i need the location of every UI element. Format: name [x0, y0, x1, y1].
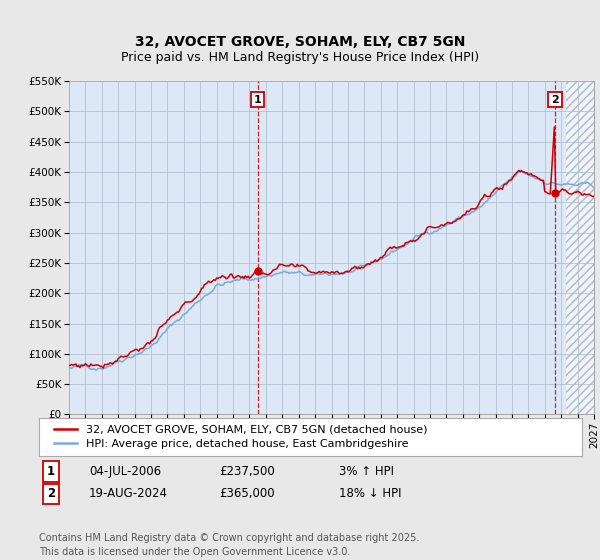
Text: 3% ↑ HPI: 3% ↑ HPI: [339, 465, 394, 478]
Text: 32, AVOCET GROVE, SOHAM, ELY, CB7 5GN: 32, AVOCET GROVE, SOHAM, ELY, CB7 5GN: [135, 35, 465, 49]
Text: £365,000: £365,000: [219, 487, 275, 501]
Text: Price paid vs. HM Land Registry's House Price Index (HPI): Price paid vs. HM Land Registry's House …: [121, 51, 479, 64]
Text: 2: 2: [551, 95, 559, 105]
Text: 19-AUG-2024: 19-AUG-2024: [89, 487, 168, 501]
Text: 1: 1: [254, 95, 262, 105]
Text: £237,500: £237,500: [219, 465, 275, 478]
Text: 2: 2: [47, 487, 55, 501]
Text: 1: 1: [47, 465, 55, 478]
Text: 18% ↓ HPI: 18% ↓ HPI: [339, 487, 401, 501]
Legend: 32, AVOCET GROVE, SOHAM, ELY, CB7 5GN (detached house), HPI: Average price, deta: 32, AVOCET GROVE, SOHAM, ELY, CB7 5GN (d…: [50, 421, 431, 453]
Text: 04-JUL-2006: 04-JUL-2006: [89, 465, 161, 478]
Text: Contains HM Land Registry data © Crown copyright and database right 2025.
This d: Contains HM Land Registry data © Crown c…: [39, 533, 419, 557]
